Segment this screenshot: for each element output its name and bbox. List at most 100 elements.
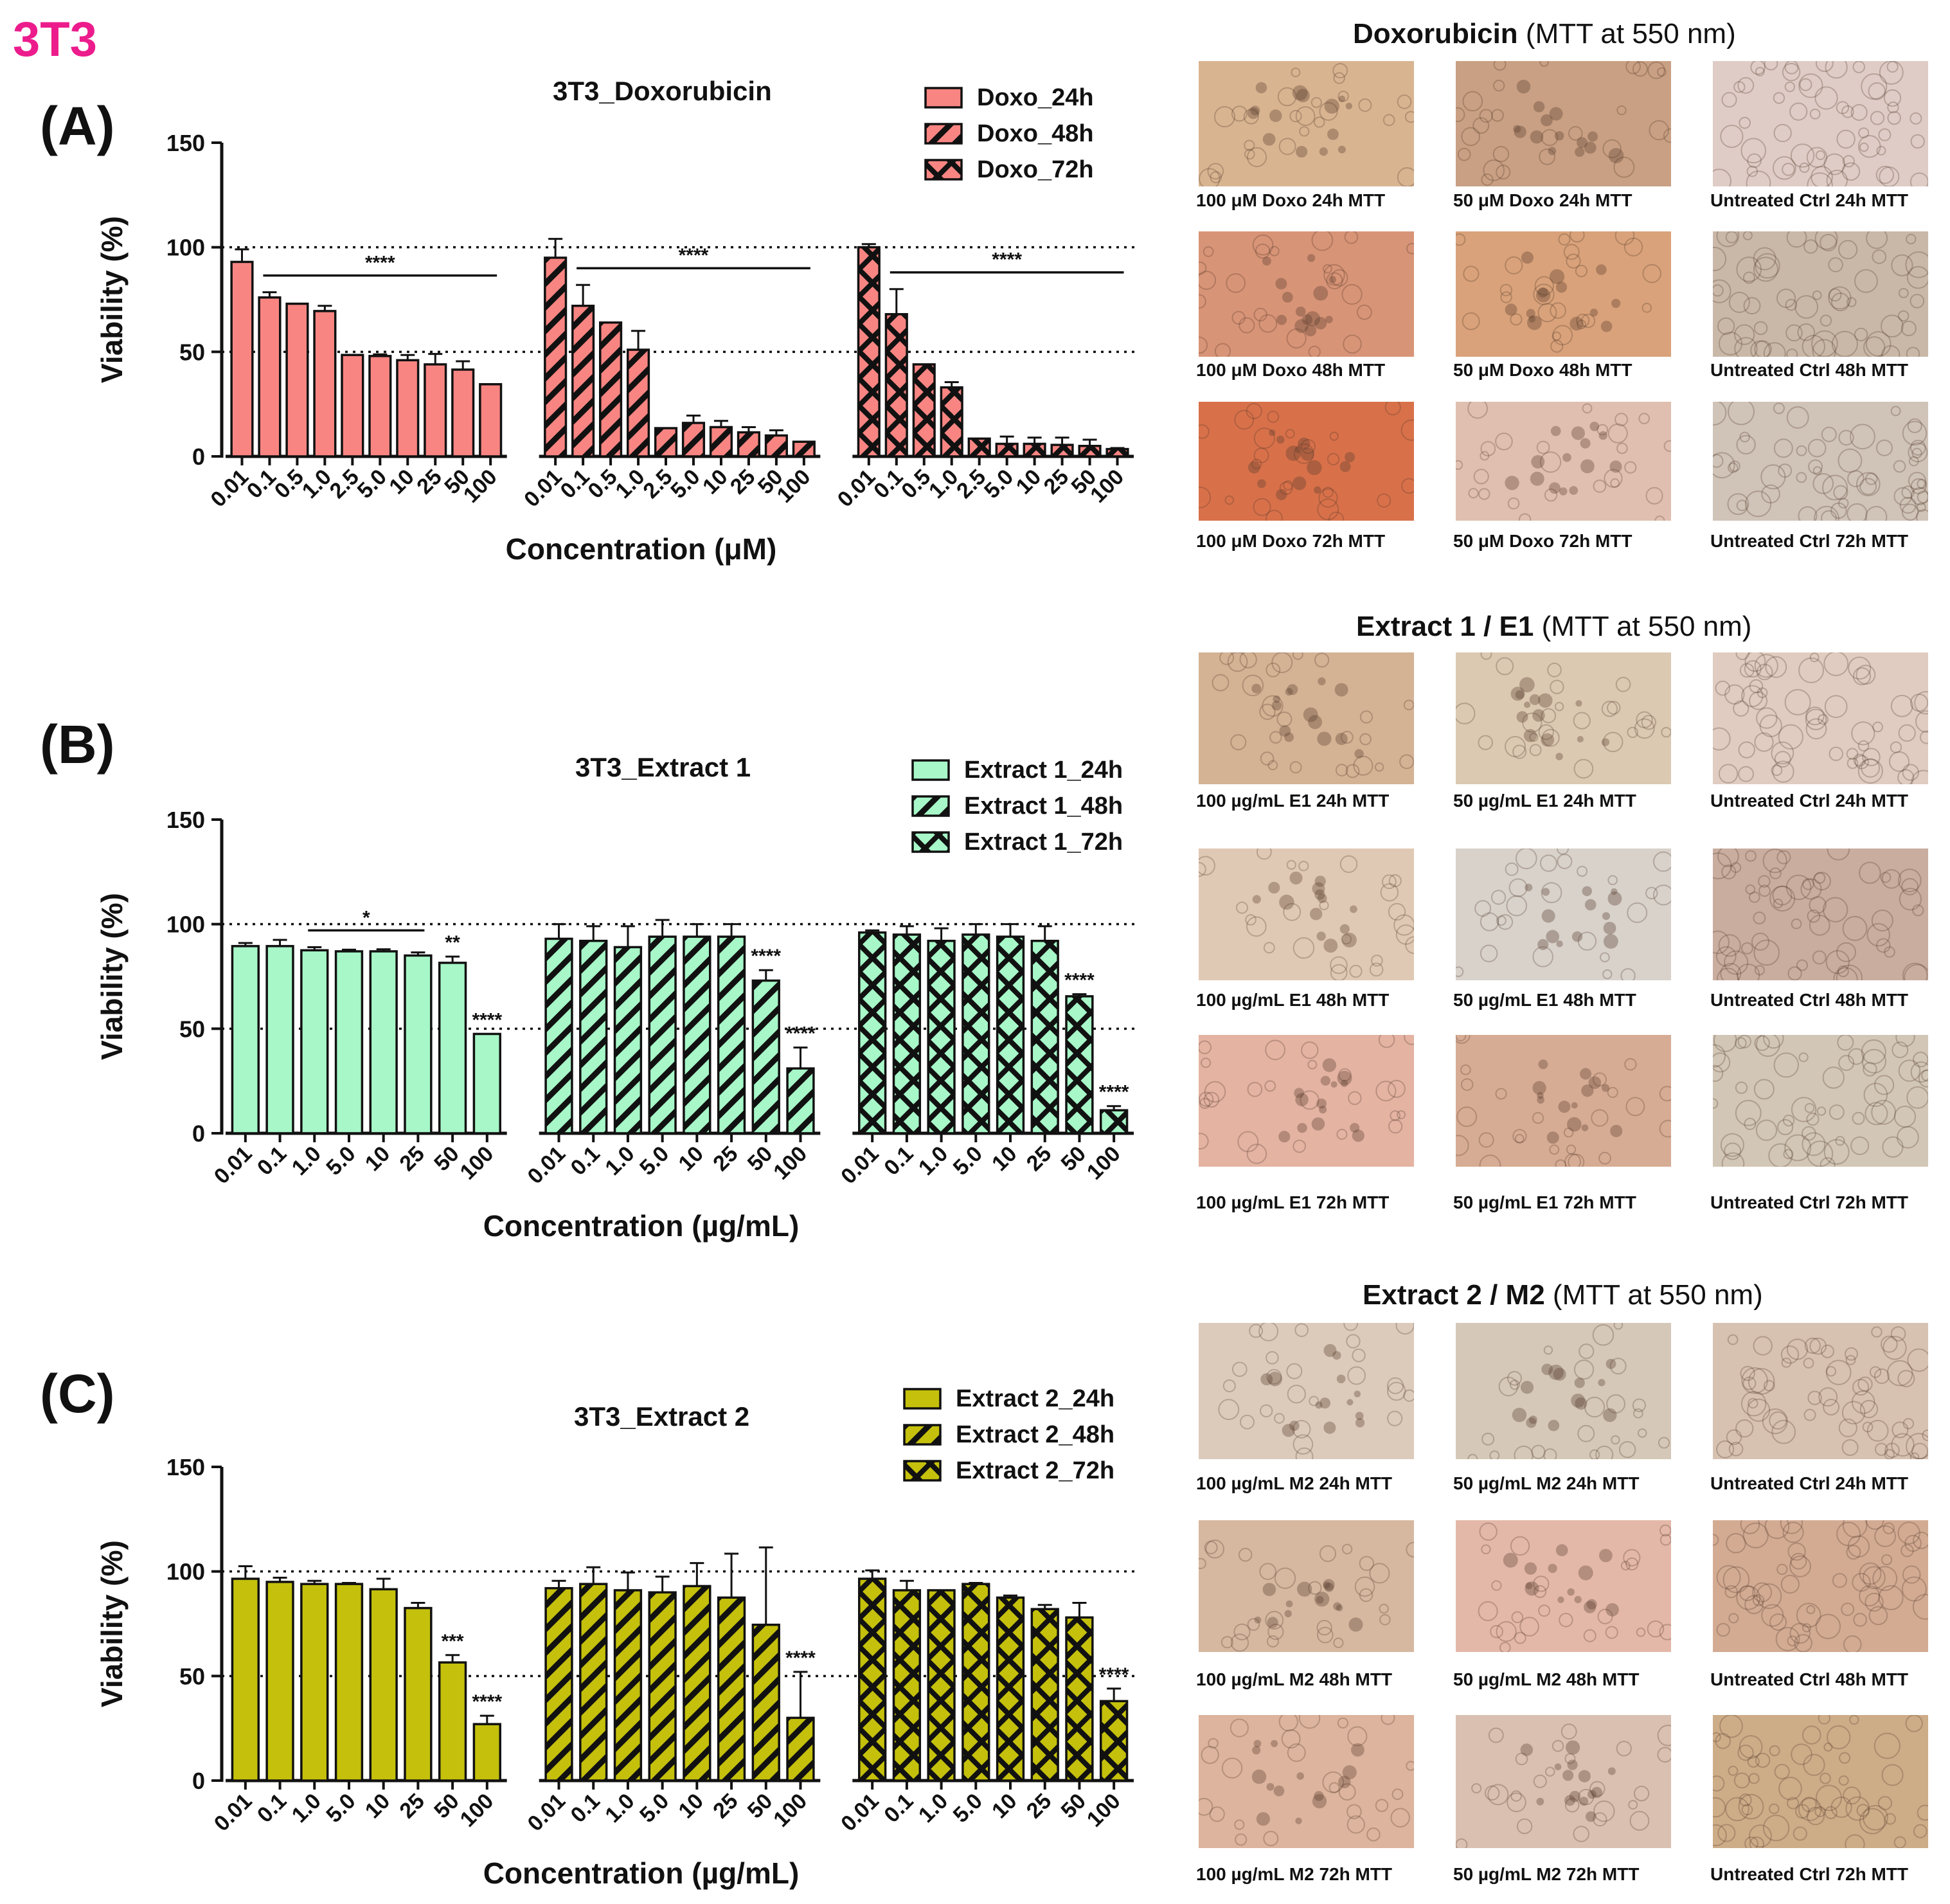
bar: [648, 1591, 677, 1782]
legend-label: Extract 2_48h: [956, 1421, 1115, 1448]
legend-label: Doxo_24h: [977, 84, 1094, 111]
micrograph-image: [1456, 1715, 1671, 1848]
legend-item: Extract 2_24h: [903, 1381, 1114, 1417]
x-tick-label: 100: [455, 1142, 498, 1185]
x-tick-label: 5.0: [635, 1789, 674, 1828]
micrograph-caption: 50 µg/mL M2 72h MTT: [1453, 1864, 1640, 1884]
x-tick-label: 5.0: [321, 1142, 360, 1180]
x-tick-label: 10: [987, 1789, 1022, 1824]
bar: [579, 939, 608, 1135]
y-axis-label: Viability (%): [95, 893, 129, 1060]
bar: [967, 437, 991, 458]
bar: [404, 1606, 433, 1782]
panel-label: (A): [40, 96, 115, 156]
bar: [654, 427, 678, 458]
micrograph-caption: Untreated Ctrl 72h MTT: [1710, 1192, 1909, 1212]
bar: [544, 256, 568, 458]
x-tick-label: 0.1: [253, 1142, 291, 1180]
micrograph-group-title: Extract 2 / M2 (MTT at 550 nm): [1363, 1279, 1763, 1311]
y-tick-label: 0: [192, 444, 205, 470]
significance-label: ****: [365, 253, 395, 274]
bar: [786, 1716, 815, 1782]
micrograph-caption: Untreated Ctrl 48h MTT: [1710, 990, 1909, 1010]
bar: [544, 1586, 573, 1782]
micrograph-image: [1199, 1520, 1414, 1652]
bar: [472, 1723, 501, 1782]
bar: [1099, 1109, 1129, 1135]
bar: [786, 1067, 815, 1135]
bar: [599, 321, 623, 458]
micrograph-caption: 50 µg/mL E1 24h MTT: [1453, 791, 1636, 811]
micrograph-title-rest: (MTT at 550 nm): [1544, 1279, 1763, 1311]
micrograph-group-title: Doxorubicin (MTT at 550 nm): [1353, 18, 1736, 50]
bar: [396, 359, 420, 458]
legend-swatch: [911, 795, 950, 817]
x-axis-label: Concentration (µg/mL): [483, 1856, 800, 1890]
legend-swatch: [924, 159, 963, 181]
legend-label: Extract 1_72h: [964, 828, 1123, 856]
x-tick-label: 0.01: [523, 1789, 571, 1837]
bar: [368, 355, 392, 458]
significance-label: ****: [472, 1009, 502, 1030]
bar: [709, 426, 733, 458]
bar: [451, 368, 475, 458]
y-tick-label: 50: [179, 339, 205, 365]
x-tick-label: 0.01: [523, 1142, 571, 1189]
micrograph-image: [1199, 1715, 1414, 1848]
micrograph-caption: 100 μM Doxo 72h MTT: [1196, 531, 1386, 551]
bar: [1030, 939, 1059, 1135]
legend-label: Extract 1_48h: [964, 792, 1123, 820]
y-tick-label: 50: [179, 1016, 205, 1042]
micrograph-caption: 50 µg/mL M2 48h MTT: [1453, 1669, 1640, 1689]
bar: [613, 1589, 643, 1782]
x-tick-label: 10: [361, 1789, 395, 1824]
micrograph-group-title: Extract 1 / E1 (MTT at 550 nm): [1356, 611, 1751, 643]
micrograph-image: [1199, 402, 1414, 521]
x-tick-label: 25: [708, 1142, 743, 1176]
bar: [341, 354, 364, 458]
micrograph-image: [1456, 849, 1671, 980]
bar: [792, 440, 816, 458]
significance-label: ****: [785, 1648, 816, 1669]
x-tick-label: 25: [395, 1789, 429, 1824]
panel-label: (C): [40, 1363, 115, 1424]
micrograph-image: [1199, 1035, 1414, 1167]
bar: [996, 1596, 1025, 1782]
x-tick-label: 100: [769, 1789, 812, 1832]
legend-label: Extract 2_24h: [956, 1385, 1115, 1412]
bar: [571, 305, 595, 458]
y-axis-label: Viability (%): [95, 216, 129, 383]
bar: [1099, 1700, 1129, 1782]
x-tick-label: 1.0: [914, 1789, 953, 1828]
micrograph-image: [1456, 231, 1671, 357]
x-tick-label: 0.01: [210, 1789, 257, 1837]
y-tick-label: 150: [166, 130, 205, 156]
significance-label: ****: [992, 249, 1022, 271]
x-tick-label: 5.0: [949, 1789, 987, 1828]
legend-item: Extract 2_48h: [903, 1417, 1114, 1453]
bar: [996, 935, 1025, 1135]
legend: Extract 1_24h Extract 1_48h Extract 1_72h: [911, 752, 1123, 860]
legend-item: Extract 1_72h: [911, 824, 1123, 860]
micrograph-image: [1199, 1323, 1414, 1459]
micrograph-caption: 50 μM Doxo 24h MTT: [1453, 190, 1632, 210]
micrograph-caption: Untreated Ctrl 24h MTT: [1710, 1473, 1909, 1493]
significance-label: ****: [1099, 1082, 1129, 1103]
bar: [751, 979, 780, 1135]
micrograph-caption: 100 µg/mL M2 48h MTT: [1196, 1669, 1393, 1689]
bar: [940, 386, 963, 458]
significance-label: *: [362, 907, 370, 928]
significance-label: ****: [1099, 1664, 1129, 1685]
bar: [265, 1581, 294, 1782]
legend-swatch: [924, 87, 963, 109]
bar: [912, 363, 936, 458]
micrograph-caption: Untreated Ctrl 72h MTT: [1710, 531, 1909, 551]
micrograph-image: [1456, 1323, 1671, 1459]
bar: [995, 442, 1019, 458]
legend-swatch: [924, 123, 963, 145]
micrograph-image: [1713, 1035, 1928, 1167]
micrograph-caption: 100 µg/mL E1 24h MTT: [1196, 791, 1390, 811]
significance-label: ****: [472, 1691, 502, 1712]
micrograph-image: [1713, 231, 1928, 357]
